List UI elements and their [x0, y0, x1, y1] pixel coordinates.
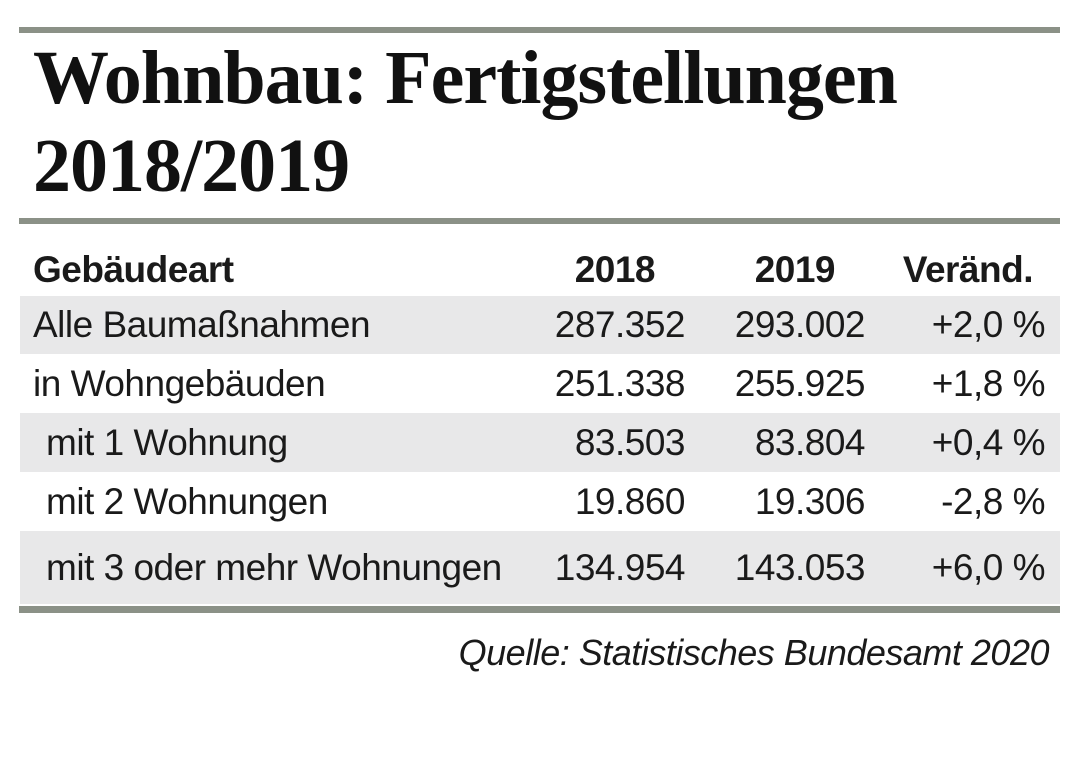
row-label: in Wohngebäuden	[33, 362, 326, 404]
source-caption: Quelle: Statistisches Bundesamt 2020	[458, 632, 1050, 673]
value-2018: 287.352	[554, 304, 686, 345]
table-row-in-wohngebaeuden: in Wohngebäuden 251.338 255.925 +1,8 %	[20, 354, 1060, 413]
table-header-row: Gebäudeart 2018 2019 Veränd.	[20, 244, 1060, 296]
table-row-mit-1-wohnung: mit 1 Wohnung 83.503 83.804 +0,4 %	[20, 413, 1060, 472]
bottom-accent-bar	[19, 606, 1060, 613]
table-row-alle-baumassnahmen: Alle Baumaßnahmen 287.352 293.002 +2,0 %	[20, 296, 1060, 354]
table-row-mit-2-wohnungen: mit 2 Wohnungen 19.860 19.306 -2,8 %	[20, 472, 1060, 531]
value-change: +2,0 %	[931, 304, 1046, 345]
value-2019: 83.804	[754, 421, 866, 463]
value-2019: 19.306	[754, 480, 866, 522]
column-header-2019: 2019	[754, 249, 836, 290]
row-label: mit 2 Wohnungen	[46, 480, 328, 522]
value-change: +6,0 %	[931, 546, 1046, 588]
table-row-mit-3-oder-mehr-wohnungen: mit 3 oder mehr Wohnungen 134.954 143.05…	[20, 531, 1060, 604]
row-label: Alle Baumaßnahmen	[33, 304, 371, 345]
value-2019: 293.002	[734, 304, 866, 345]
title-line-2: 2018/2019	[33, 124, 350, 208]
value-2018: 19.860	[574, 480, 686, 522]
top-accent-bar	[19, 27, 1060, 33]
column-header-2018: 2018	[574, 249, 656, 290]
value-2018: 83.503	[574, 421, 686, 463]
chart-title: Wohnbau: Fertigstellungen 2018/2019	[33, 34, 898, 210]
value-change: +1,8 %	[931, 362, 1046, 404]
title-divider-bar	[19, 218, 1060, 224]
value-2018: 251.338	[554, 362, 686, 404]
value-2018: 134.954	[554, 546, 686, 588]
value-2019: 255.925	[734, 362, 866, 404]
data-table: Gebäudeart 2018 2019 Veränd. Alle Baumaß…	[20, 244, 1060, 604]
column-header-gebaeudeart: Gebäudeart	[33, 249, 234, 290]
value-change: +0,4 %	[931, 421, 1046, 463]
column-header-veraend: Veränd.	[902, 249, 1034, 290]
row-label: mit 1 Wohnung	[46, 421, 288, 463]
value-change: -2,8 %	[941, 480, 1045, 522]
row-label: mit 3 oder mehr Wohnungen	[46, 546, 502, 588]
title-line-1: Wohnbau: Fertigstellungen	[33, 36, 898, 120]
value-2019: 143.053	[734, 546, 866, 588]
